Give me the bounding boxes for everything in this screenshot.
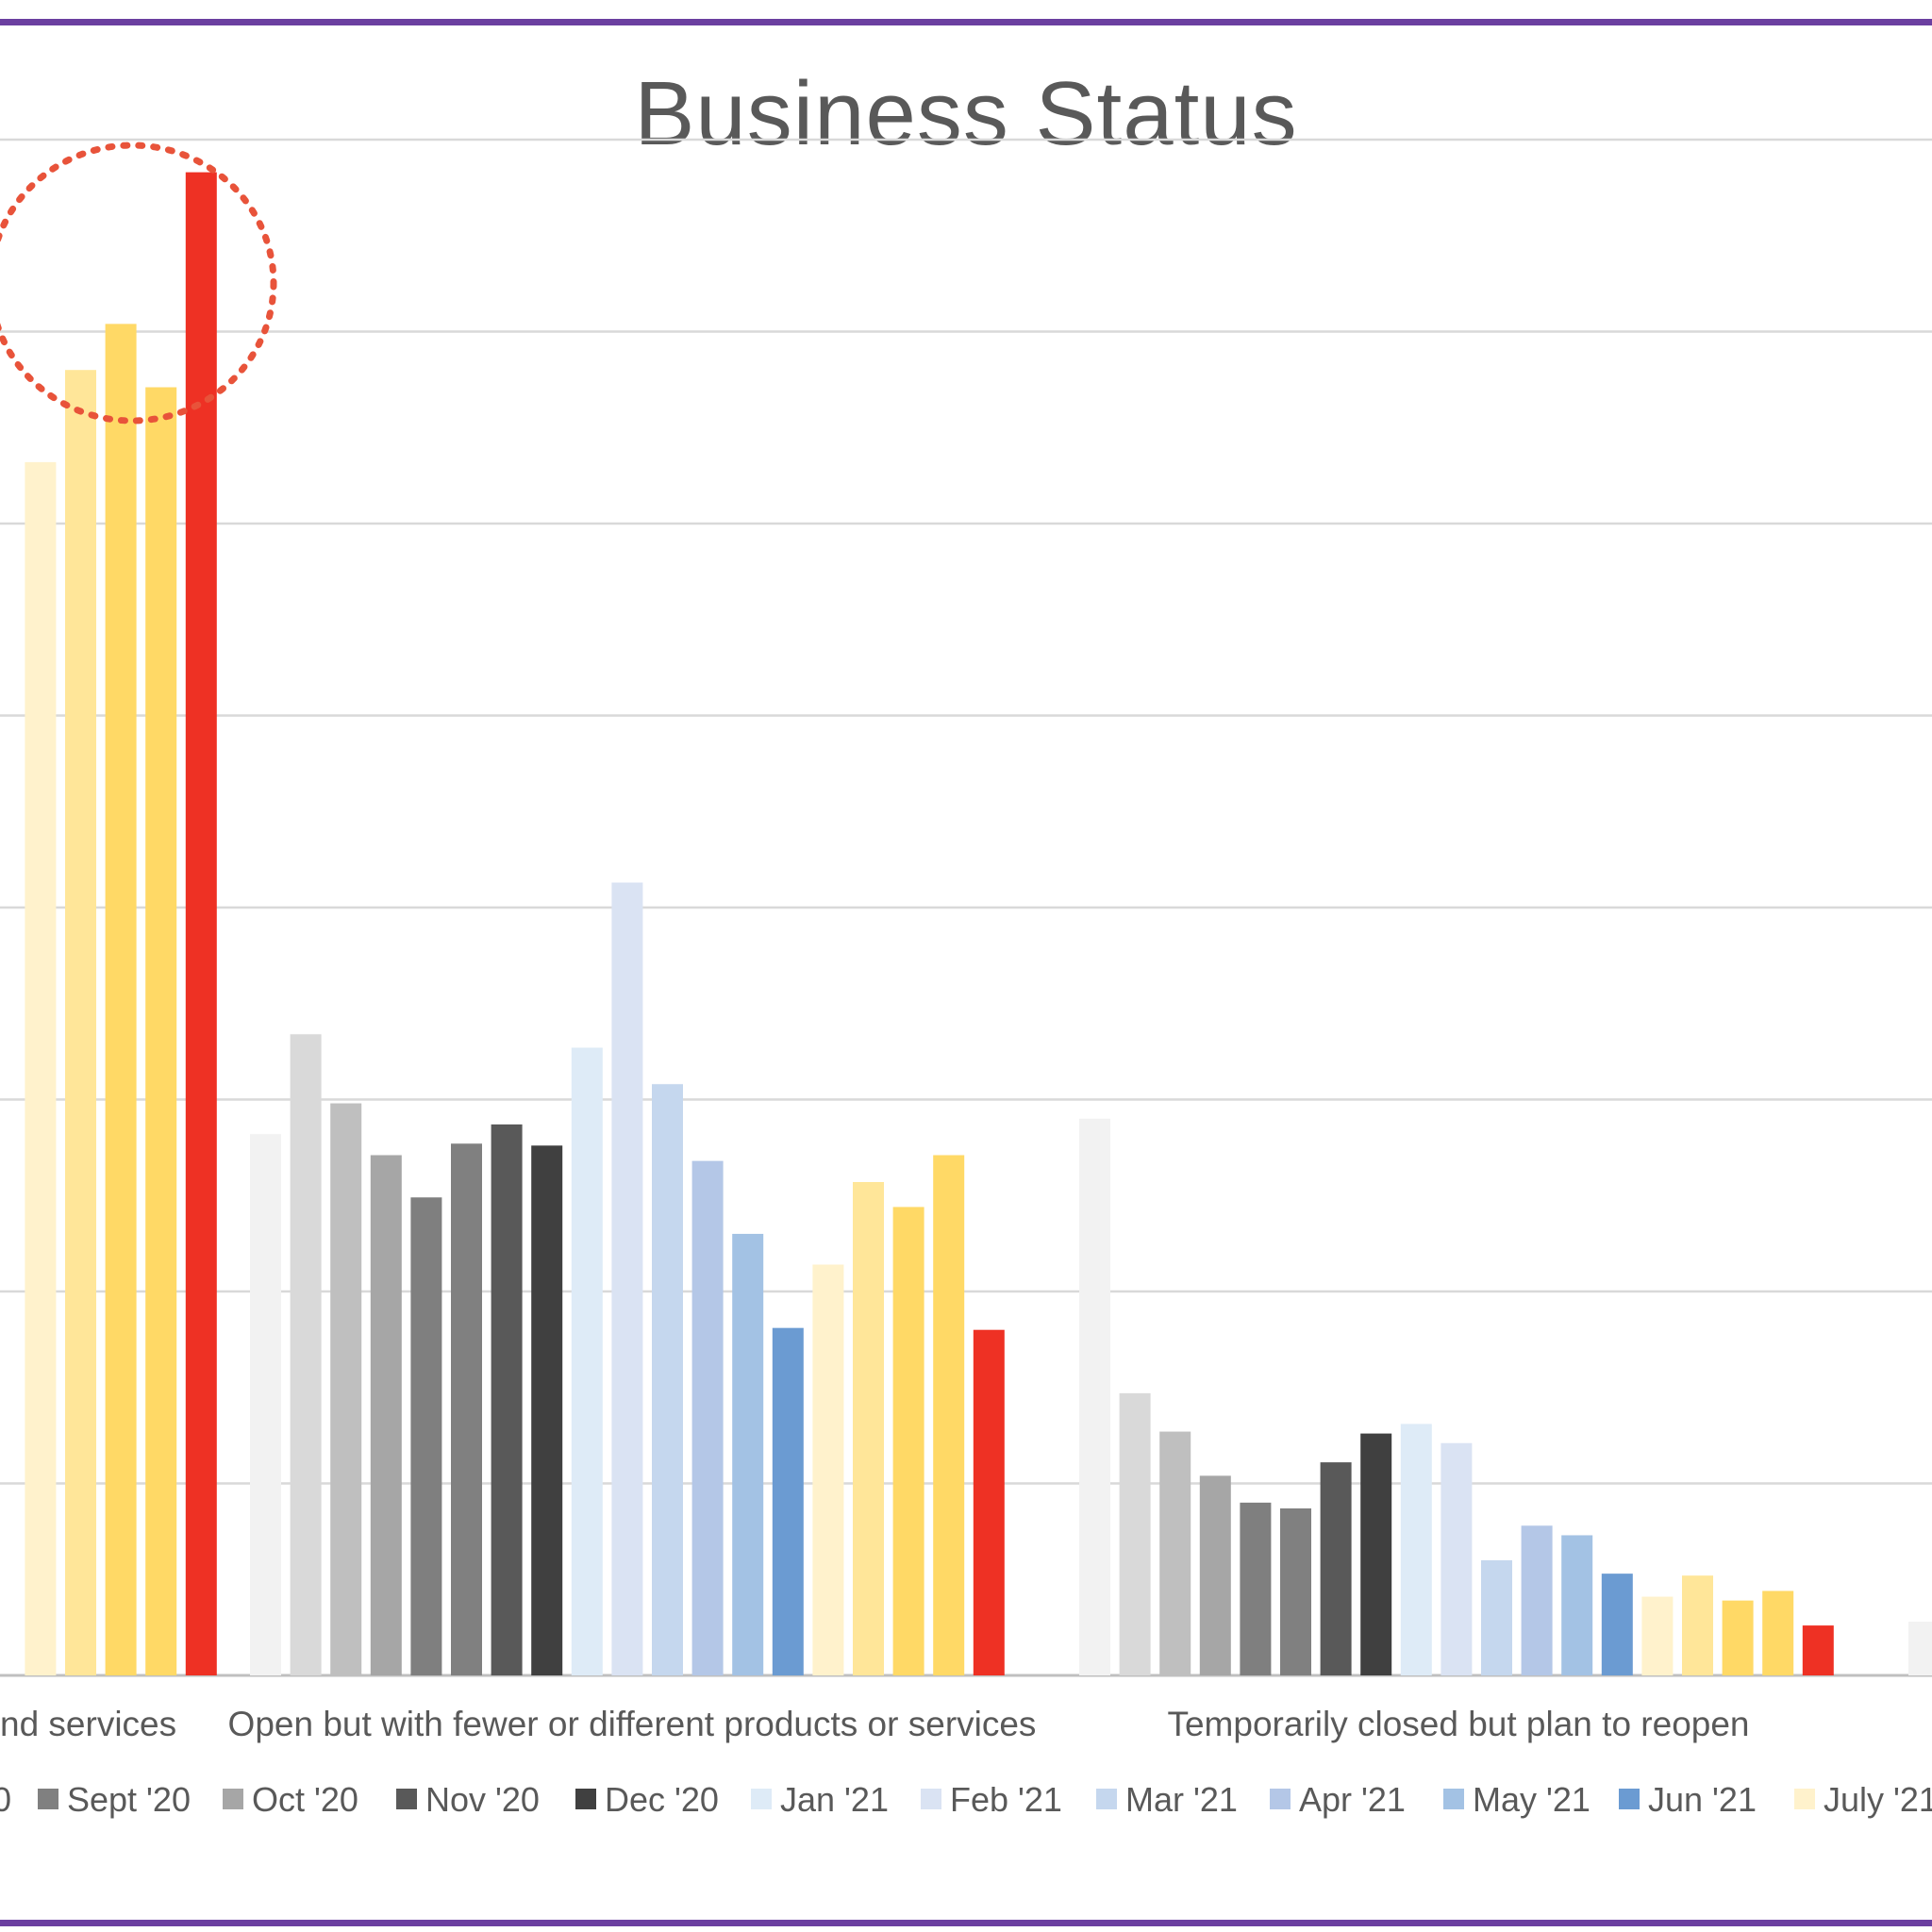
bar <box>611 882 643 1675</box>
legend-swatch <box>1443 1789 1464 1809</box>
legend: 0 Sept '20 Oct '20 Nov '20 Dec '20 Jan '21 Feb… <box>0 1780 1932 1819</box>
bar <box>1722 1600 1754 1675</box>
bar <box>290 1034 322 1675</box>
bar <box>691 1160 724 1675</box>
bar <box>451 1143 482 1675</box>
legend-label: Jan '21 <box>780 1780 889 1819</box>
bar <box>1908 1622 1932 1675</box>
bar <box>1240 1502 1272 1675</box>
bar <box>652 1084 683 1675</box>
chart-title: Business Status <box>634 63 1298 164</box>
bar <box>1159 1431 1191 1675</box>
bar <box>853 1182 884 1675</box>
legend-label: Oct '20 <box>252 1780 358 1819</box>
bar <box>410 1197 442 1675</box>
legend-swatch <box>396 1789 417 1809</box>
bar <box>65 370 96 1676</box>
legend-label: Sept '20 <box>67 1780 191 1819</box>
bar <box>531 1145 563 1675</box>
legend-label: May '21 <box>1473 1780 1591 1819</box>
bar <box>370 1155 402 1675</box>
bar <box>732 1233 764 1675</box>
bar <box>1802 1625 1834 1675</box>
legend-swatch <box>1096 1789 1117 1809</box>
bar <box>1280 1507 1311 1675</box>
legend-label: July '21 <box>1824 1780 1932 1819</box>
bar <box>1521 1525 1553 1675</box>
legend-label: 0 <box>0 1780 11 1819</box>
legend-label: Nov '20 <box>425 1780 540 1819</box>
legend-swatch <box>575 1789 596 1809</box>
bar <box>25 461 57 1675</box>
legend-swatch <box>1270 1789 1291 1809</box>
bar <box>1199 1475 1231 1675</box>
bar <box>185 172 217 1676</box>
bar <box>1320 1462 1352 1675</box>
bar <box>1079 1118 1110 1675</box>
category-label: Temporarily closed but plan to reopen <box>1167 1705 1749 1743</box>
legend-swatch <box>223 1789 243 1809</box>
bar <box>250 1134 281 1675</box>
bar <box>1360 1433 1392 1675</box>
legend-label: Mar '21 <box>1125 1780 1238 1819</box>
bar <box>973 1329 1005 1675</box>
bar <box>812 1264 844 1675</box>
bar <box>1400 1424 1432 1675</box>
category-labels: nd services Open but with fewer or differ… <box>0 1705 1750 1743</box>
annotation-layer <box>0 142 277 425</box>
category-label: nd services <box>0 1705 176 1743</box>
bar <box>1561 1535 1593 1675</box>
legend-swatch <box>921 1789 941 1809</box>
bar <box>1641 1596 1674 1675</box>
gridlines <box>0 138 1932 1677</box>
legend-label: Jun '21 <box>1648 1780 1757 1819</box>
bar <box>105 324 137 1675</box>
bar <box>491 1124 523 1675</box>
bars <box>25 172 1932 1676</box>
legend-label: Apr '21 <box>1299 1780 1406 1819</box>
bar <box>145 387 177 1675</box>
bottom-border <box>0 1920 1932 1926</box>
legend-label: Dec '20 <box>605 1780 719 1819</box>
bar <box>1601 1574 1633 1675</box>
bar <box>772 1327 804 1675</box>
bar <box>1682 1575 1713 1675</box>
highlight-circle <box>0 142 277 425</box>
bar <box>933 1155 965 1675</box>
bar <box>1119 1392 1151 1675</box>
legend-swatch <box>1794 1789 1815 1809</box>
legend-label: Feb '21 <box>950 1780 1062 1819</box>
bar <box>892 1207 924 1675</box>
category-label: Open but with fewer or different product… <box>228 1705 1037 1743</box>
legend-swatch <box>1619 1789 1640 1809</box>
top-border <box>0 19 1932 25</box>
bar <box>571 1047 603 1675</box>
bar <box>1762 1591 1794 1675</box>
bar <box>1481 1559 1512 1675</box>
bar <box>330 1103 362 1675</box>
legend-swatch <box>38 1789 58 1809</box>
legend-swatch <box>751 1789 772 1809</box>
bar <box>1441 1442 1473 1675</box>
